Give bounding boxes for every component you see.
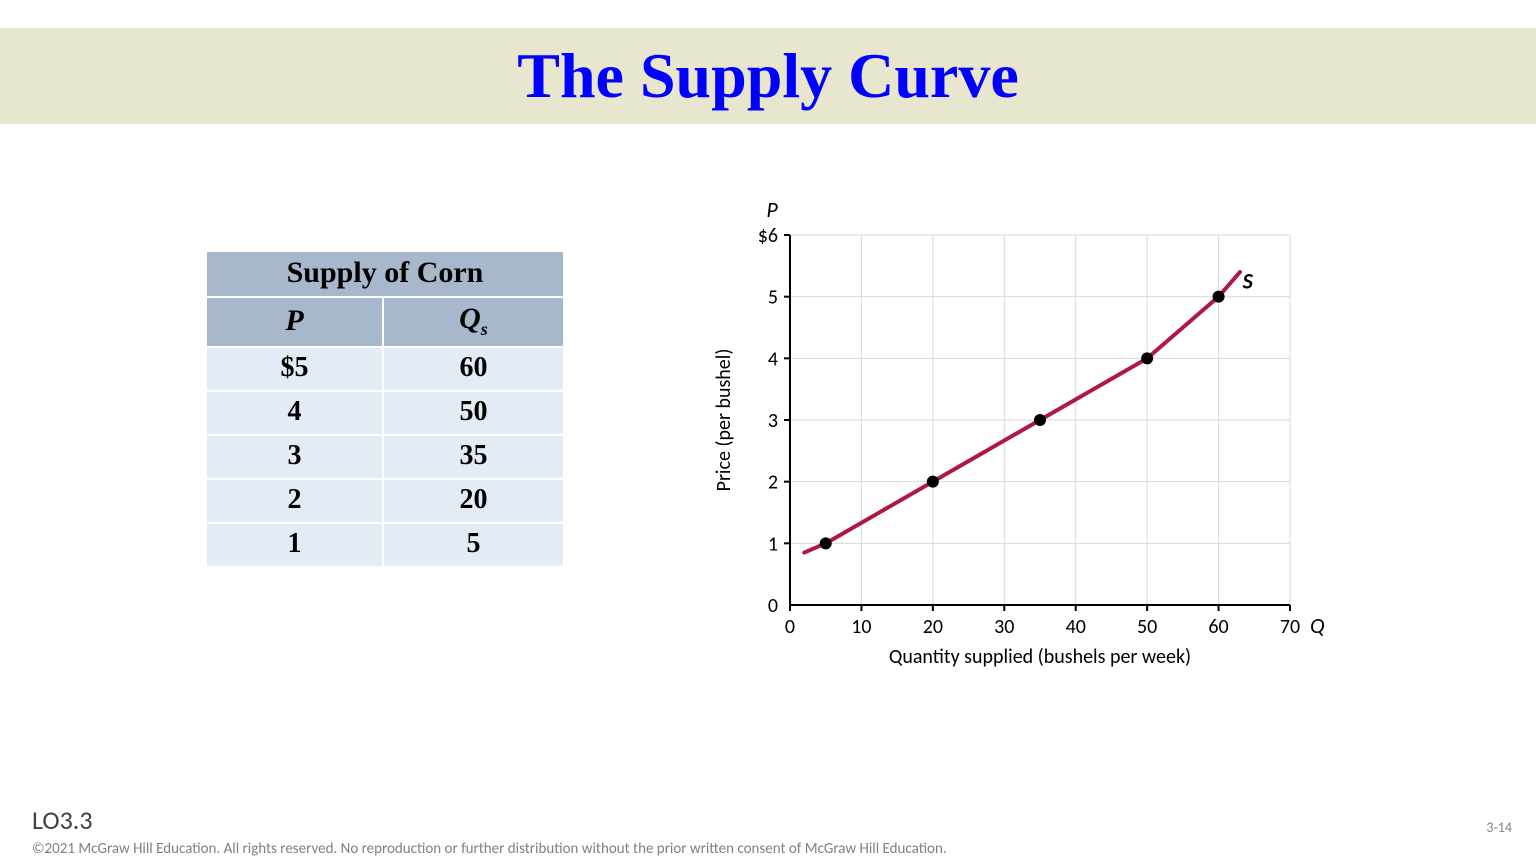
cell-p: $5 <box>206 347 383 391</box>
cell-p: 3 <box>206 435 383 479</box>
footer: LO3.3 ©2021 McGraw Hill Education. All r… <box>0 804 1536 864</box>
lo-label: LO3.3 <box>32 804 93 836</box>
svg-text:Price (per bushel): Price (per bushel) <box>712 349 736 492</box>
svg-text:2: 2 <box>768 471 778 495</box>
slide-title: The Supply Curve <box>517 39 1018 113</box>
svg-text:4: 4 <box>768 347 778 371</box>
svg-text:10: 10 <box>851 615 871 639</box>
table-title: Supply of Corn <box>206 251 564 297</box>
cell-q: 50 <box>383 391 564 435</box>
svg-text:70: 70 <box>1280 615 1300 639</box>
table-row: 4 50 <box>206 391 564 435</box>
cell-p: 2 <box>206 479 383 523</box>
cell-q: 35 <box>383 435 564 479</box>
table-header-row: P Qs <box>206 297 564 347</box>
table-header-p: P <box>206 297 383 347</box>
svg-text:60: 60 <box>1208 615 1228 639</box>
svg-text:0: 0 <box>768 594 778 618</box>
svg-text:1: 1 <box>768 532 778 556</box>
cell-q: 20 <box>383 479 564 523</box>
table-row: 2 20 <box>206 479 564 523</box>
table-title-row: Supply of Corn <box>206 251 564 297</box>
cell-q: 60 <box>383 347 564 391</box>
table-row: $5 60 <box>206 347 564 391</box>
svg-text:S: S <box>1242 268 1254 295</box>
cell-q: 5 <box>383 523 564 567</box>
table-row: 1 5 <box>206 523 564 567</box>
table-header-q: Qs <box>383 297 564 347</box>
svg-text:$6: $6 <box>758 224 778 248</box>
cell-p: 4 <box>206 391 383 435</box>
svg-text:Q: Q <box>1310 612 1325 639</box>
table-header-q-sub: s <box>481 319 488 339</box>
svg-text:Quantity supplied (bushels per: Quantity supplied (bushels per week) <box>889 645 1191 669</box>
svg-text:0: 0 <box>785 615 795 639</box>
svg-text:3: 3 <box>768 409 778 433</box>
cell-p: 1 <box>206 523 383 567</box>
supply-table: Supply of Corn P Qs $5 60 4 50 3 35 2 20… <box>205 250 565 568</box>
title-band: The Supply Curve <box>0 28 1536 124</box>
table-header-q-base: Q <box>459 302 481 335</box>
chart-svg: 0 10 20 30 40 50 60 70 0 1 2 3 4 5 $6 S P Q Price (per bus… <box>690 185 1330 685</box>
svg-text:5: 5 <box>768 286 778 310</box>
svg-text:40: 40 <box>1066 615 1086 639</box>
svg-text:30: 30 <box>994 615 1014 639</box>
svg-text:50: 50 <box>1137 615 1157 639</box>
content-area: Supply of Corn P Qs $5 60 4 50 3 35 2 20… <box>0 170 1536 730</box>
page-number: 3-14 <box>1486 819 1512 836</box>
copyright-text: ©2021 McGraw Hill Education. All rights … <box>32 840 947 858</box>
table-row: 3 35 <box>206 435 564 479</box>
supply-chart: 0 10 20 30 40 50 60 70 0 1 2 3 4 5 $6 S P Q Price (per bus… <box>690 185 1330 685</box>
svg-text:20: 20 <box>923 615 943 639</box>
svg-text:P: P <box>766 196 778 223</box>
